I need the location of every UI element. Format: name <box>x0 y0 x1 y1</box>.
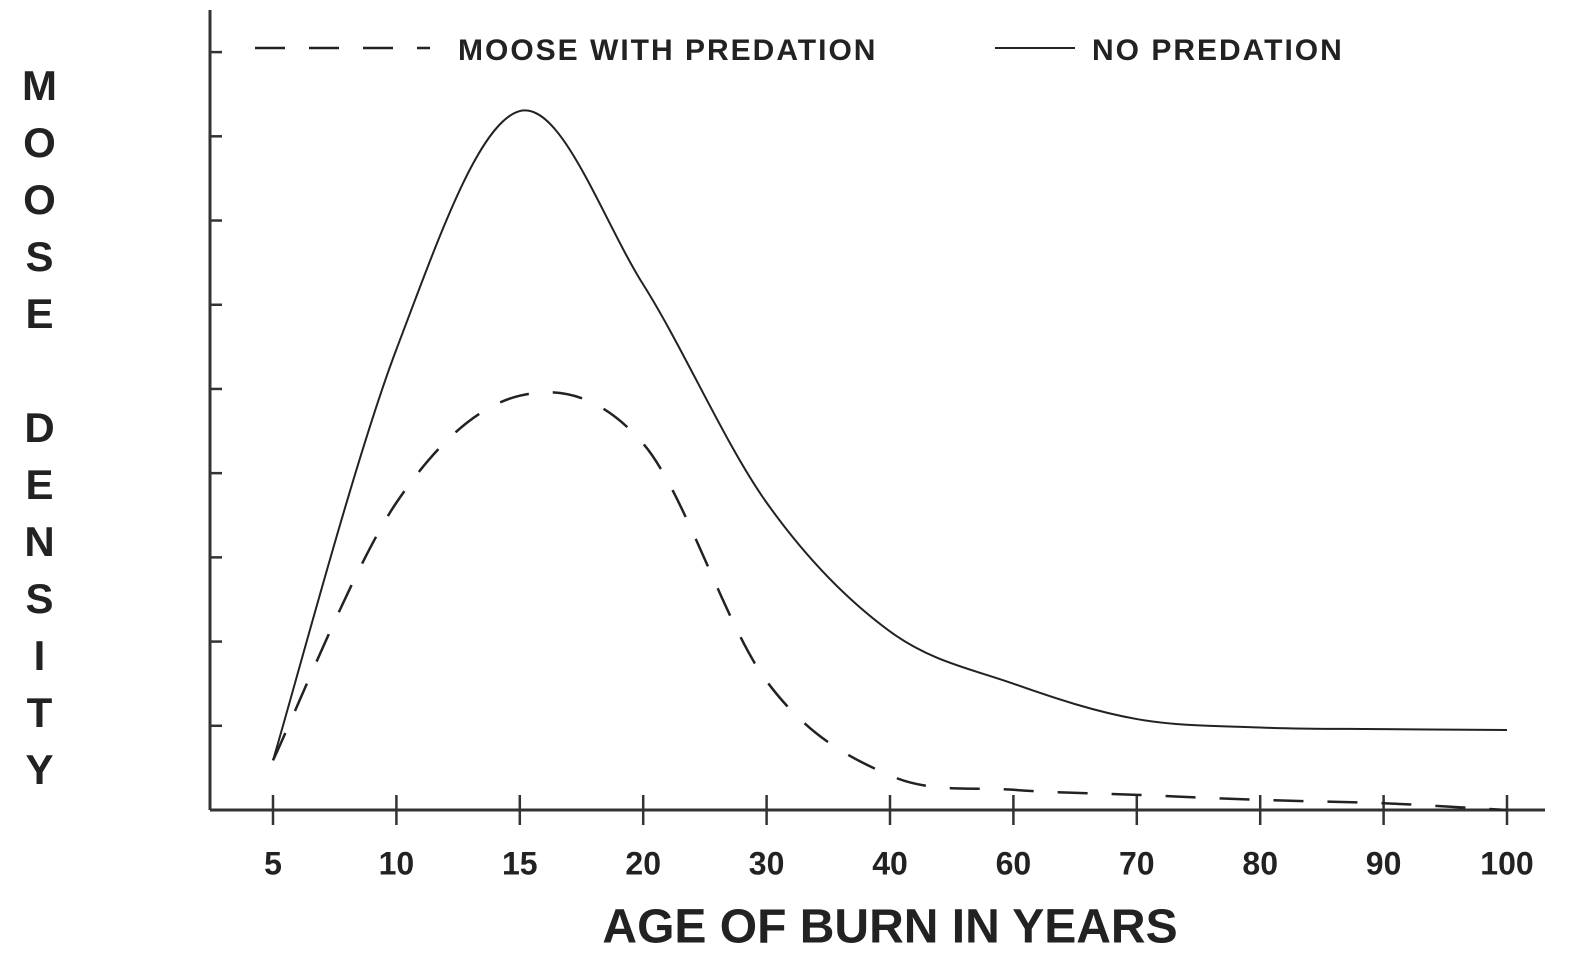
x-tick-label: 15 <box>502 845 538 881</box>
x-tick-label: 60 <box>996 845 1032 881</box>
legend-label: MOOSE WITH PREDATION <box>458 34 877 67</box>
x-tick-label: 30 <box>749 845 785 881</box>
y-axis-label: MOOSE DENSITY <box>16 62 63 803</box>
line <box>271 391 1508 812</box>
x-axis-label: AGE OF BURN IN YEARS <box>602 901 1177 954</box>
line <box>272 109 1508 761</box>
x-tick-label: 100 <box>1480 845 1533 881</box>
x-tick-label: 70 <box>1119 845 1155 881</box>
legend-label: NO PREDATION <box>1092 34 1344 67</box>
x-tick-label: 40 <box>872 845 908 881</box>
x-tick-label: 90 <box>1366 845 1402 881</box>
x-tick-label: 5 <box>264 845 282 881</box>
x-tick-label: 20 <box>625 845 661 881</box>
x-tick-label: 10 <box>379 845 415 881</box>
x-tick-label: 80 <box>1242 845 1278 881</box>
